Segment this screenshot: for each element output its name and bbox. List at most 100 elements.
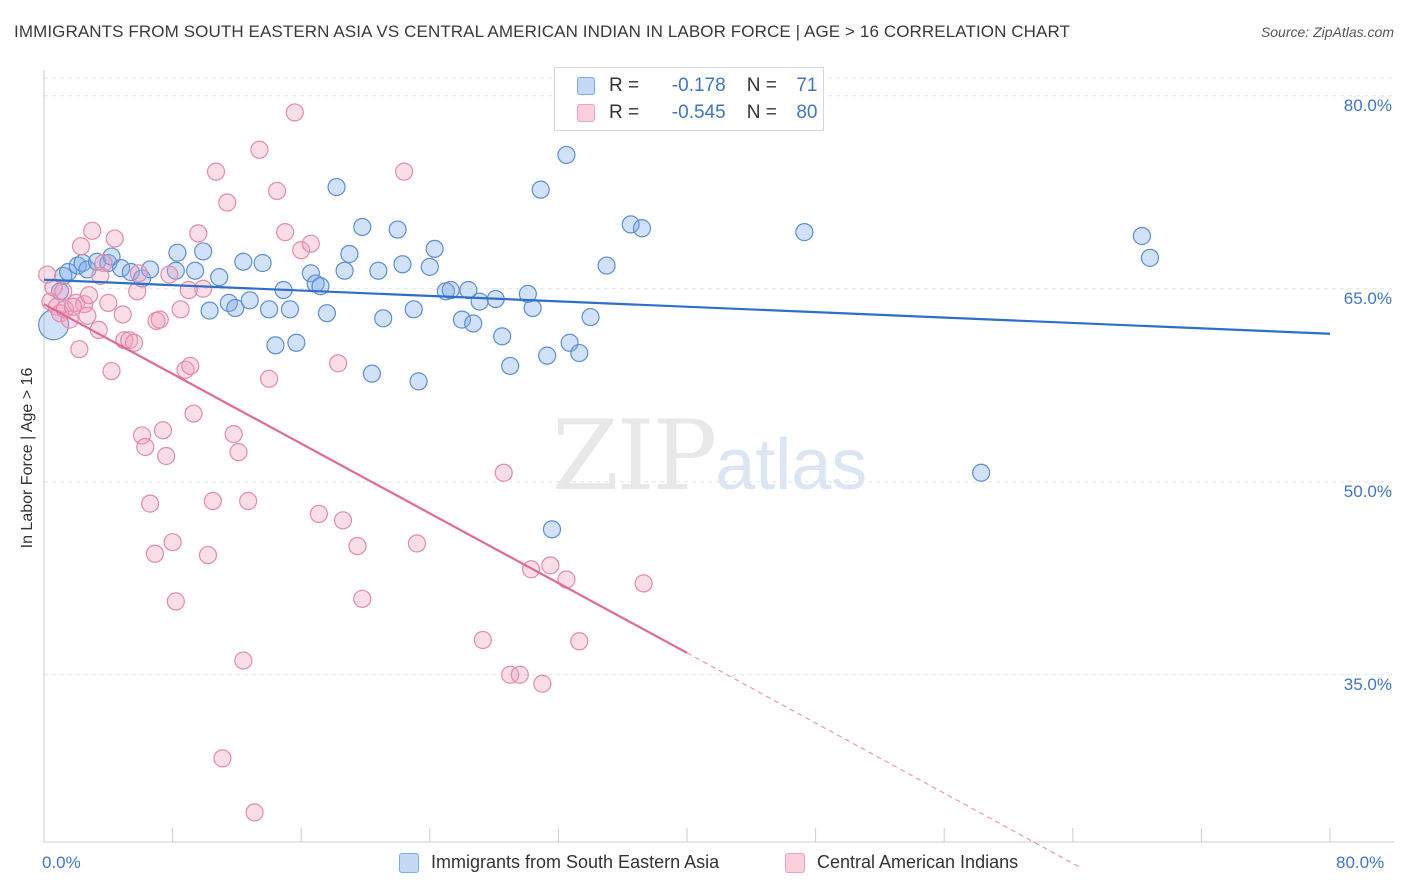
point-south-eastern-asia [200, 301, 219, 320]
point-south-eastern-asia [112, 259, 131, 278]
point-south-eastern-asia [234, 252, 253, 271]
point-central-american-indians [160, 265, 179, 284]
point-central-american-indians [245, 803, 264, 822]
point-south-eastern-asia [1132, 226, 1152, 246]
point-central-american-indians [105, 229, 124, 248]
legend-n-value: 80 [796, 102, 818, 123]
point-central-american-indians [353, 589, 372, 608]
point-central-american-indians [91, 266, 110, 285]
point-central-american-indians [259, 369, 279, 388]
point-central-american-indians [44, 278, 63, 297]
watermark-atlas: atlas [715, 425, 868, 505]
point-central-american-indians [163, 533, 182, 552]
point-south-eastern-asia [335, 261, 354, 280]
point-central-american-indians [198, 545, 218, 565]
trend-lines [43, 278, 1331, 869]
point-central-american-indians [78, 306, 97, 325]
point-south-eastern-asia [404, 300, 423, 319]
point-central-american-indians [250, 140, 269, 159]
point-central-american-indians [184, 404, 203, 423]
point-central-american-indians [124, 333, 144, 352]
point-south-eastern-asia [452, 310, 472, 329]
point-south-eastern-asia [409, 372, 428, 391]
stats-legend: R = -0.178 N = 71 R = -0.545 N = 80 [554, 67, 824, 131]
watermark-zip: ZIP [552, 400, 717, 512]
point-central-american-indians [473, 630, 492, 650]
point-south-eastern-asia [280, 300, 300, 319]
point-south-eastern-asia [340, 244, 359, 264]
point-central-american-indians [54, 282, 73, 301]
point-central-american-indians [132, 426, 152, 445]
legend-swatch-blue [577, 77, 595, 95]
legend-n-label: N = [746, 102, 777, 123]
series-pink-points [38, 103, 653, 822]
point-south-eastern-asia [317, 304, 337, 323]
point-central-american-indians [394, 162, 414, 181]
point-central-american-indians [129, 264, 148, 283]
point-south-eastern-asia [287, 333, 306, 352]
legend-row-blue: R = -0.178 N = 71 [577, 73, 817, 99]
point-south-eastern-asia [1140, 248, 1160, 267]
point-south-eastern-asia [597, 256, 616, 275]
point-central-american-indians [150, 310, 169, 329]
point-central-american-indians [309, 504, 328, 524]
x-tick-label-max: 80.0% [1336, 853, 1385, 872]
point-central-american-indians [224, 425, 243, 444]
trend-line-extension-central-american-indians [686, 652, 1082, 869]
legend-n-value: 71 [796, 75, 818, 96]
point-south-eastern-asia [210, 268, 229, 287]
point-south-eastern-asia [393, 255, 412, 274]
y-axis-label: In Labor Force | Age > 16 [19, 367, 36, 549]
chart-title: IMMIGRANTS FROM SOUTH EASTERN ASIA VS CE… [14, 22, 1071, 41]
point-central-american-indians [171, 300, 190, 319]
point-central-american-indians [301, 234, 320, 253]
point-central-american-indians [179, 280, 198, 300]
point-central-american-indians [113, 305, 132, 324]
point-south-eastern-asia [266, 336, 285, 355]
point-central-american-indians [206, 162, 226, 181]
y-tick-label: 65.0% [1343, 288, 1392, 308]
point-central-american-indians [63, 297, 83, 316]
point-central-american-indians [83, 221, 102, 240]
point-south-eastern-asia [518, 284, 537, 303]
legend-swatch-pink [785, 852, 805, 873]
point-central-american-indians [102, 361, 121, 381]
y-tick-label: 35.0% [1343, 674, 1392, 694]
point-south-eastern-asia [972, 463, 991, 482]
point-central-american-indians [234, 651, 253, 670]
point-central-american-indians [75, 295, 94, 314]
point-central-american-indians [213, 749, 232, 768]
point-south-eastern-asia [425, 239, 444, 258]
point-central-american-indians [194, 279, 213, 298]
point-south-eastern-asia [362, 364, 382, 383]
point-central-american-indians [203, 491, 222, 511]
legend-item-central-american-indians: Central American Indians [785, 852, 1018, 873]
legend-swatch-pink [577, 104, 595, 122]
point-south-eastern-asia [374, 309, 393, 328]
x-tick-label-min: 0.0% [42, 853, 81, 872]
point-central-american-indians [570, 632, 589, 651]
point-central-american-indians [136, 437, 155, 457]
point-south-eastern-asia [523, 298, 542, 318]
point-central-american-indians [153, 421, 173, 440]
legend-r-label: R = [609, 102, 640, 123]
point-central-american-indians [140, 494, 160, 513]
point-central-american-indians [229, 443, 248, 462]
grid-lines [44, 77, 1394, 676]
trend-line-south-eastern-asia [43, 278, 1331, 335]
point-central-american-indians [292, 241, 311, 260]
point-central-american-indians [70, 340, 89, 359]
point-central-american-indians [99, 293, 118, 312]
point-central-american-indians [166, 592, 185, 611]
point-south-eastern-asia [301, 264, 320, 283]
point-south-eastern-asia [441, 280, 460, 300]
series-legend: Immigrants from South Eastern Asia Centr… [0, 852, 1406, 878]
point-central-american-indians [189, 224, 208, 243]
point-central-american-indians [329, 354, 348, 373]
point-south-eastern-asia [632, 219, 652, 238]
point-central-american-indians [541, 556, 560, 575]
point-central-american-indians [510, 665, 529, 684]
trend-line-central-american-indians [43, 303, 688, 654]
point-central-american-indians [348, 536, 367, 556]
